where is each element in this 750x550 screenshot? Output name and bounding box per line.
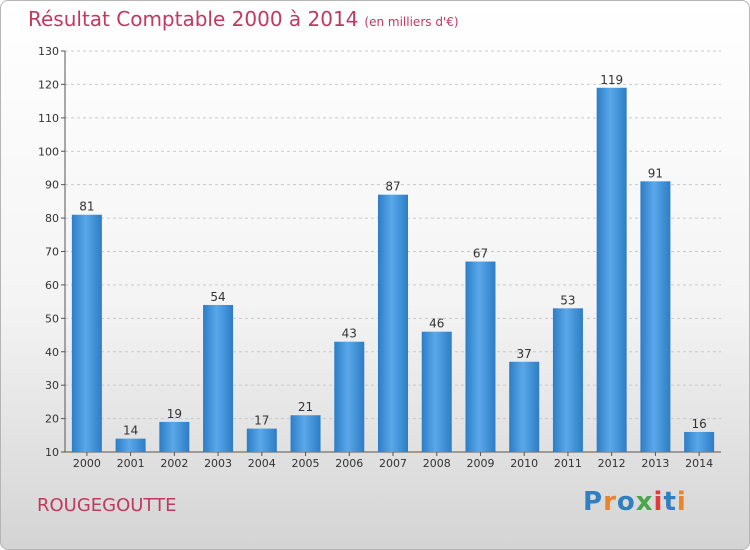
bar-2005 (290, 415, 321, 452)
bar-2014 (684, 431, 715, 452)
x-tick-label-2012: 2012 (598, 457, 626, 470)
value-label-2009: 67 (473, 247, 488, 261)
value-label-2002: 19 (167, 407, 182, 421)
value-label-2006: 43 (342, 327, 357, 341)
y-tick-label: 80 (45, 212, 59, 225)
bar-2003 (203, 304, 234, 452)
x-tick-label-2004: 2004 (248, 457, 276, 470)
value-label-2003: 54 (210, 290, 225, 304)
value-label-2013: 91 (648, 166, 663, 180)
y-tick-label: 50 (45, 312, 59, 325)
y-tick-label: 110 (38, 112, 59, 125)
logo-letter: x (635, 487, 654, 517)
title-main: Résultat Comptable 2000 à 2014 (28, 7, 359, 31)
bar-2011 (552, 308, 583, 452)
value-label-2014: 16 (691, 417, 706, 431)
y-tick-label: 20 (45, 413, 59, 426)
x-tick-label-2003: 2003 (204, 457, 232, 470)
value-label-2000: 81 (79, 200, 94, 214)
y-tick-label: 30 (45, 379, 59, 392)
x-tick-label-2013: 2013 (641, 457, 669, 470)
x-tick-label-2005: 2005 (292, 457, 320, 470)
labels: 81 2000 14 2001 19 2002 54 2003 17 2004 21 2005 43 20… (73, 73, 713, 470)
bar-2013 (640, 181, 671, 452)
x-tick-label-2000: 2000 (73, 457, 101, 470)
bar-2006 (334, 341, 365, 452)
y-tick-label: 120 (38, 78, 59, 91)
bar-2010 (509, 361, 540, 452)
bar-2007 (378, 194, 408, 453)
value-label-2010: 37 (517, 347, 532, 361)
x-tick-label-2001: 2001 (117, 457, 145, 470)
value-label-2008: 46 (429, 317, 444, 331)
value-label-2005: 21 (298, 400, 313, 414)
proxiti-logo: Proxiti (583, 487, 687, 517)
bar-2008 (421, 331, 452, 452)
logo-letter: t (663, 487, 677, 517)
logo-letter: r (603, 487, 617, 517)
y-tick-label: 40 (45, 346, 59, 359)
bar-2000 (71, 214, 102, 452)
x-tick-label-2014: 2014 (685, 457, 713, 470)
y-tick-label: 130 (38, 45, 59, 58)
x-tick-label-2007: 2007 (379, 457, 407, 470)
logo-letter: i (676, 487, 687, 517)
value-label-2012: 119 (600, 73, 623, 87)
bar-2002 (159, 421, 190, 452)
y-tick-label: 90 (45, 179, 59, 192)
y-tick-label: 70 (45, 246, 59, 259)
title-subtitle: (en milliers d'€) (364, 15, 459, 29)
commune-name: ROUGEGOUTTE (37, 495, 177, 516)
y-tick-label: 10 (45, 446, 59, 459)
logo-letter: o (616, 487, 636, 517)
bar-2009 (465, 261, 496, 452)
value-label-2001: 14 (123, 424, 138, 438)
logo-letter: i (653, 487, 664, 517)
y-tick-label: 100 (38, 145, 59, 158)
value-label-2011: 53 (560, 293, 575, 307)
x-tick-label-2010: 2010 (510, 457, 538, 470)
bar-2012 (596, 87, 627, 452)
bar-2004 (246, 428, 277, 452)
chart-title: Résultat Comptable 2000 à 2014 (en millie… (28, 7, 459, 31)
logo-letter: P (583, 487, 604, 517)
x-tick-label-2011: 2011 (554, 457, 582, 470)
bar-2001 (115, 438, 146, 452)
value-label-2004: 17 (254, 414, 269, 428)
x-tick-label-2009: 2009 (466, 457, 494, 470)
value-label-2007: 87 (385, 180, 400, 194)
x-tick-label-2002: 2002 (160, 457, 188, 470)
x-tick-label-2008: 2008 (423, 457, 451, 470)
bars (71, 87, 715, 453)
y-tick-label: 60 (45, 279, 59, 292)
x-tick-label-2006: 2006 (335, 457, 363, 470)
